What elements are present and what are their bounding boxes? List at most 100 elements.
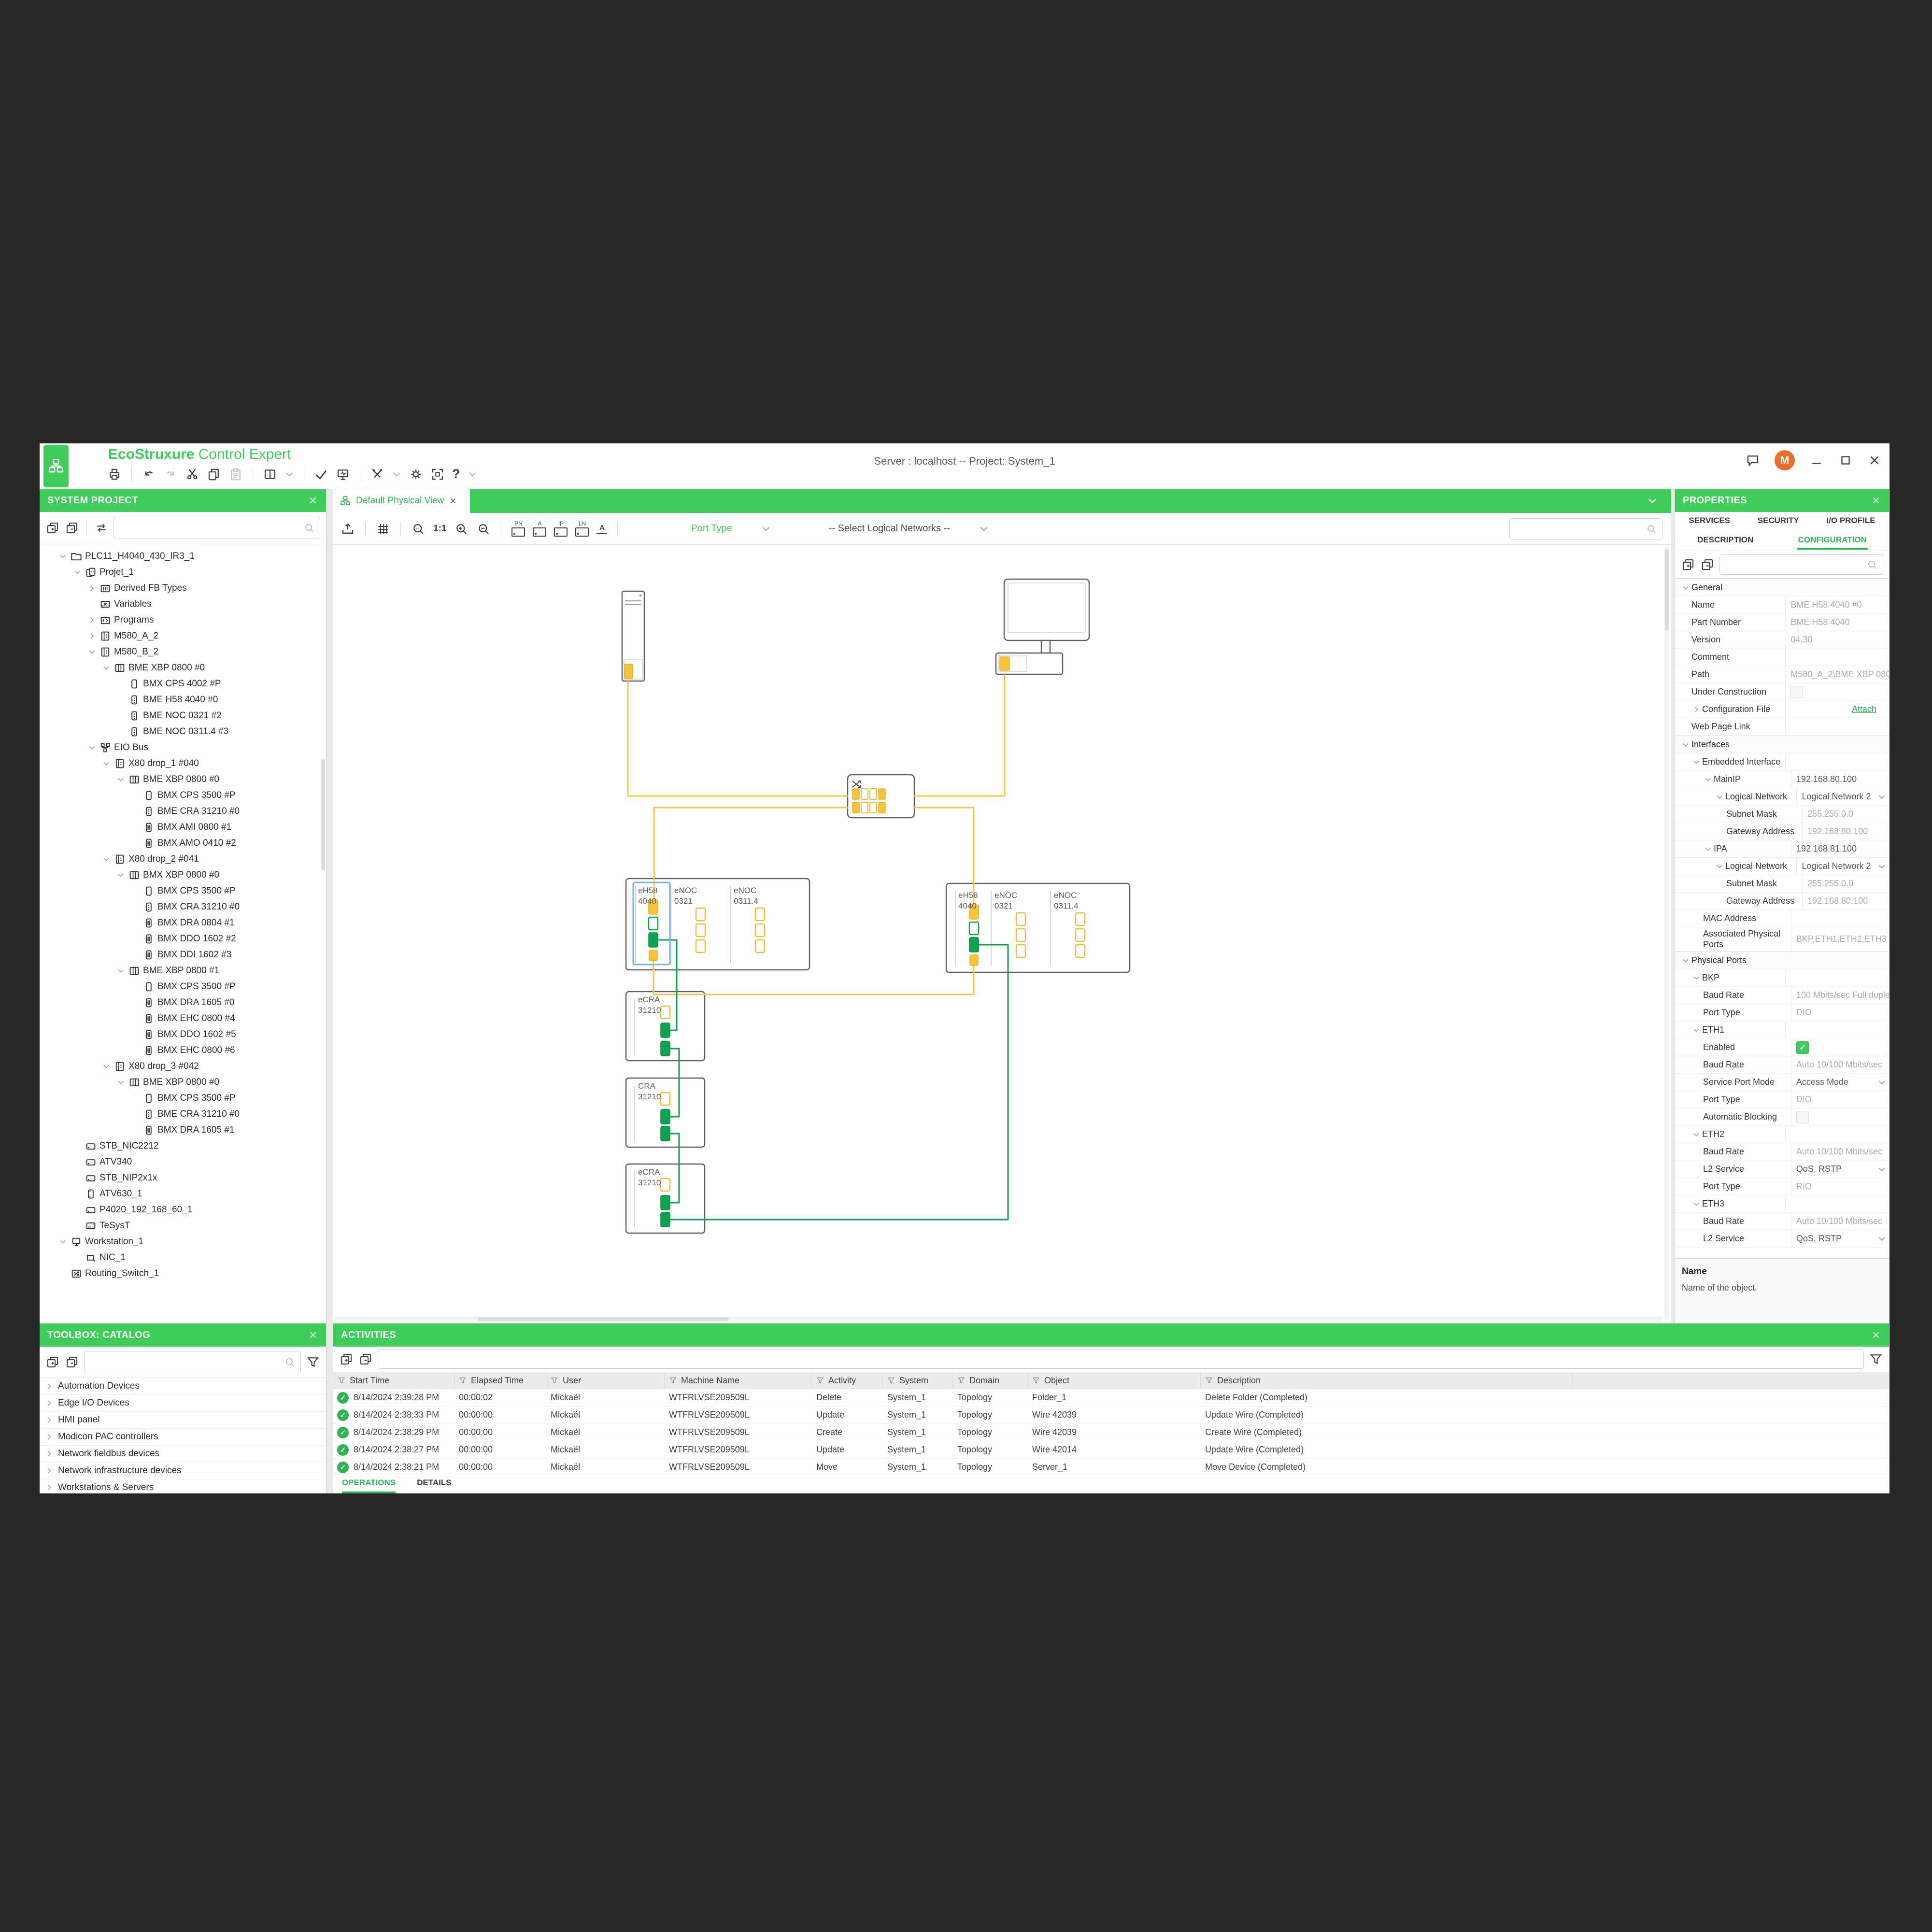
fit-screen-icon[interactable] [430, 467, 445, 482]
tree-item[interactable]: BMX XBP 0800 #0 [40, 867, 326, 883]
zoom-select-icon[interactable] [411, 522, 426, 536]
help-icon[interactable]: ? [452, 467, 460, 481]
copy-icon[interactable] [207, 467, 221, 482]
tab-details[interactable]: DETAILS [417, 1478, 452, 1487]
tree-item[interactable]: BME XBP 0800 #1 [40, 963, 326, 979]
tree-item[interactable]: M580_B_2 [40, 644, 326, 660]
tree-item[interactable]: P4020_192_168_60_1 [40, 1202, 326, 1218]
activity-row[interactable]: ✓ 8/14/2024 2:39:28 PM 00:00:02 Mickaël WTFR… [333, 1389, 1889, 1406]
column-filter-icon[interactable] [668, 1376, 677, 1385]
tree-item[interactable]: Workstation_1 [40, 1234, 326, 1250]
device-ports[interactable] [624, 656, 1086, 1227]
tree-item[interactable]: BME H58 4040 #0 [40, 692, 326, 708]
zoom-out-icon[interactable] [476, 522, 491, 536]
property-section[interactable]: General [1675, 579, 1889, 597]
expand-all-icon[interactable] [339, 1352, 354, 1366]
tree-item[interactable]: BMX AMI 0800 #1 [40, 819, 326, 835]
cut-icon[interactable] [185, 467, 199, 482]
tree-item[interactable]: BME XBP 0800 #0 [40, 771, 326, 787]
activity-row[interactable]: ✓ 8/14/2024 2:38:29 PM 00:00:00 Mickaël WTFR… [333, 1424, 1889, 1441]
chevron-down-icon[interactable] [1691, 973, 1701, 983]
chevron-right-icon[interactable] [87, 583, 97, 593]
chevron-down-icon[interactable] [1877, 1235, 1886, 1243]
tab-operations[interactable]: OPERATIONS [342, 1474, 396, 1493]
properties-search-input[interactable] [1719, 554, 1883, 575]
tools-icon[interactable] [370, 467, 384, 482]
attach-link[interactable]: Attach [1851, 704, 1876, 714]
tree-item[interactable]: Projet_1 [40, 564, 326, 580]
tree-item[interactable]: Routing_Switch_1 [40, 1265, 326, 1281]
grid-icon[interactable] [376, 522, 390, 536]
tree-item[interactable]: X80 drop_2 #041 [40, 851, 326, 867]
column-header[interactable]: User [546, 1372, 664, 1389]
column-header[interactable]: Object [1027, 1372, 1200, 1389]
tree-item[interactable]: STB_NIC2212 [40, 1138, 326, 1154]
settings-gear-icon[interactable] [409, 467, 423, 482]
chevron-down-icon[interactable] [1691, 757, 1701, 767]
tree-item[interactable]: Variables [40, 596, 326, 612]
tree-item[interactable]: BMX CRA 31210 #0 [40, 899, 326, 915]
tree-scrollbar[interactable] [321, 759, 325, 870]
tree-item[interactable]: BMX DDO 1602 #2 [40, 931, 326, 947]
label-size-icon[interactable]: A [597, 524, 608, 534]
toolbox-search-input[interactable] [84, 1351, 301, 1373]
close-panel-icon[interactable] [308, 495, 318, 506]
validate-icon[interactable] [314, 467, 328, 482]
checkbox-checked[interactable]: ✓ [1796, 1041, 1809, 1054]
user-avatar[interactable]: M [1775, 450, 1795, 470]
chevron-down-icon[interactable] [392, 469, 401, 479]
property-select[interactable]: QoS, RSTP [1796, 1234, 1842, 1244]
tab-services[interactable]: SERVICES [1689, 516, 1731, 525]
filter-funnel-icon[interactable] [306, 1355, 320, 1369]
comment-icon[interactable] [1746, 453, 1760, 468]
tree-item[interactable]: STB_NIP2x1x [40, 1170, 326, 1186]
activities-filter-input[interactable] [378, 1350, 1864, 1369]
tree-item[interactable]: BMX DRA 0804 #1 [40, 915, 326, 931]
undo-icon[interactable] [142, 467, 156, 482]
chevron-right-icon[interactable] [44, 1432, 54, 1442]
close-panel-icon[interactable] [1871, 495, 1881, 506]
column-filter-icon[interactable] [1205, 1376, 1213, 1385]
chevron-down-icon[interactable] [101, 759, 111, 768]
column-header[interactable]: Machine Name [664, 1372, 811, 1389]
column-filter-icon[interactable] [458, 1376, 467, 1385]
close-panel-icon[interactable] [308, 1330, 318, 1340]
toolbox-category[interactable]: Network fieldbus devices [40, 1446, 326, 1463]
chevron-down-icon[interactable] [1715, 862, 1724, 871]
expand-all-icon[interactable] [1681, 557, 1695, 572]
tree-item[interactable]: Programs [40, 612, 326, 628]
tree-item[interactable]: BMX CPS 4002 #P [40, 676, 326, 692]
chevron-right-icon[interactable] [87, 615, 97, 625]
chevron-down-icon[interactable] [1681, 956, 1690, 966]
export-icon[interactable] [341, 522, 355, 536]
layout-icon[interactable] [263, 467, 277, 482]
tree-item[interactable]: ATV340 [40, 1154, 326, 1170]
chevron-down-icon[interactable] [1681, 583, 1690, 593]
chevron-down-icon[interactable] [101, 854, 111, 864]
chevron-down-icon[interactable] [101, 663, 111, 673]
column-header[interactable]: Elapsed Time [454, 1372, 546, 1389]
column-header[interactable]: System [882, 1372, 952, 1389]
column-filter-icon[interactable] [816, 1376, 824, 1385]
chevron-down-icon[interactable] [1877, 793, 1886, 801]
toolbox-category[interactable]: Modicon PAC controllers [40, 1429, 326, 1446]
zoom-reset-button[interactable]: 1:1 [433, 523, 447, 534]
tab-description[interactable]: DESCRIPTION [1697, 535, 1754, 544]
tree-item[interactable]: M580_A_2 [40, 628, 326, 644]
column-header[interactable]: Domain [952, 1372, 1027, 1389]
column-filter-icon[interactable] [550, 1376, 559, 1385]
logical-network-badge[interactable]: LN [575, 521, 589, 537]
tree-item[interactable]: PLC11_H4040_430_IR3_1 [40, 548, 326, 564]
column-header[interactable]: Description [1200, 1372, 1572, 1389]
property-select[interactable]: Access Mode [1796, 1077, 1848, 1087]
chevron-down-icon[interactable] [1703, 844, 1713, 854]
tree-item[interactable]: BMX CPS 3500 #P [40, 979, 326, 994]
property-select[interactable]: QoS, RSTP [1796, 1164, 1842, 1174]
print-icon[interactable] [107, 467, 122, 482]
tree-item[interactable]: Derived FB Types [40, 580, 326, 596]
chevron-down-icon[interactable] [72, 568, 82, 577]
chevron-down-icon[interactable] [87, 647, 97, 657]
tree-item[interactable]: BMX DRA 1605 #0 [40, 994, 326, 1010]
tree-item[interactable]: BMX DDI 1602 #3 [40, 947, 326, 963]
zoom-in-icon[interactable] [454, 522, 469, 536]
